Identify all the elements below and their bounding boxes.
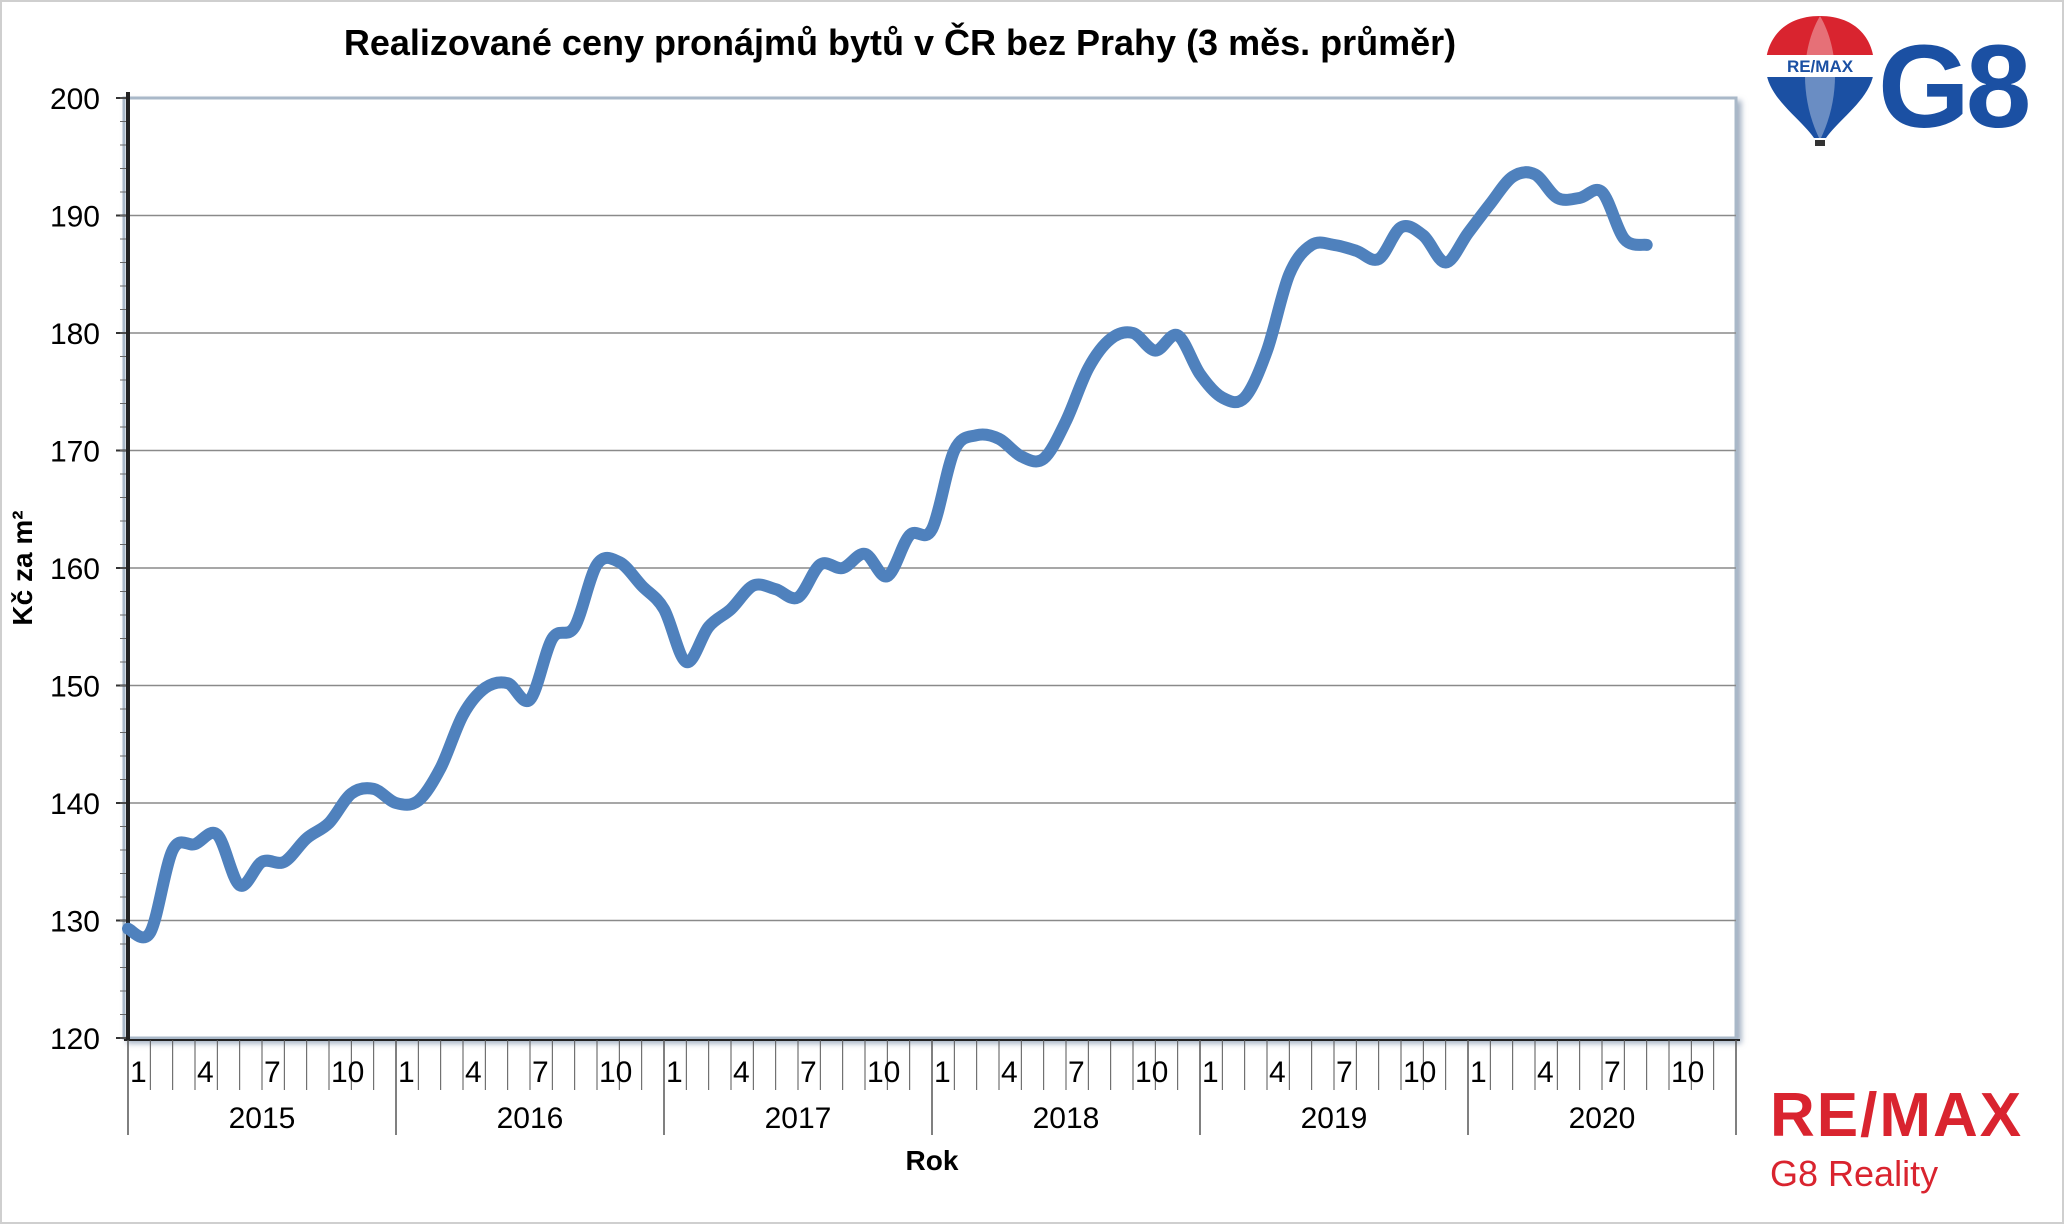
balloon-brand-text: RE/MAX (1787, 57, 1854, 76)
x-tick-label: 7 (800, 1056, 817, 1089)
x-tick-label: 4 (733, 1056, 750, 1089)
remax-balloon-icon: RE/MAX (1765, 16, 1875, 146)
x-tick-label: 1 (398, 1056, 415, 1089)
y-tick-label: 150 (50, 671, 100, 704)
x-tick-label: 10 (1403, 1056, 1436, 1089)
x-tick-label: 7 (1336, 1056, 1353, 1089)
x-tick-label: 10 (1135, 1056, 1168, 1089)
remax-g8-logo: RE/MAX G8 (1760, 10, 2060, 150)
x-tick-label: 10 (1671, 1056, 1704, 1089)
x-tick-label: 7 (1068, 1056, 1085, 1089)
g8-logo-text: G8 (1878, 21, 2031, 153)
y-tick-label: 200 (50, 83, 100, 116)
y-tick-label: 140 (50, 788, 100, 821)
x-tick-label: 4 (1537, 1056, 1554, 1089)
y-tick-label: 180 (50, 318, 100, 351)
x-axis-label: Rok (906, 1145, 959, 1176)
y-tick-label: 130 (50, 906, 100, 939)
year-label: 2017 (765, 1102, 832, 1135)
chart-title: Realizované ceny pronájmů bytů v ČR bez … (343, 22, 1457, 63)
y-axis-label: Kč za m² (7, 510, 38, 625)
y-tick-label: 190 (50, 201, 100, 234)
year-label: 2016 (497, 1102, 564, 1135)
x-tick-label: 10 (867, 1056, 900, 1089)
year-label: 2018 (1033, 1102, 1100, 1135)
x-tick-label: 7 (264, 1056, 281, 1089)
footer-brand-text: RE/MAX (1770, 1081, 2024, 1150)
x-tick-label: 1 (934, 1056, 951, 1089)
x-tick-label: 4 (197, 1056, 214, 1089)
x-tick-label: 1 (130, 1056, 147, 1089)
x-tick-label: 4 (1001, 1056, 1018, 1089)
x-tick-label: 7 (1604, 1056, 1621, 1089)
y-tick-label: 160 (50, 553, 100, 586)
y-tick-label: 120 (50, 1023, 100, 1056)
year-label: 2015 (229, 1102, 296, 1135)
remax-g8-reality-logo: RE/MAX G8 Reality (1770, 1080, 2060, 1210)
x-tick-label: 1 (1470, 1056, 1487, 1089)
x-tick-label: 4 (1269, 1056, 1286, 1089)
x-tick-label: 7 (532, 1056, 549, 1089)
y-tick-label: 170 (50, 436, 100, 469)
year-label: 2019 (1301, 1102, 1368, 1135)
footer-office-text: G8 Reality (1770, 1153, 1939, 1194)
x-tick-label: 10 (599, 1056, 632, 1089)
x-tick-label: 4 (465, 1056, 482, 1089)
year-label: 2020 (1569, 1102, 1636, 1135)
series-line (122, 166, 1653, 944)
x-tick-label: 1 (1202, 1056, 1219, 1089)
x-tick-label: 10 (331, 1056, 364, 1089)
x-tick-label: 1 (666, 1056, 683, 1089)
